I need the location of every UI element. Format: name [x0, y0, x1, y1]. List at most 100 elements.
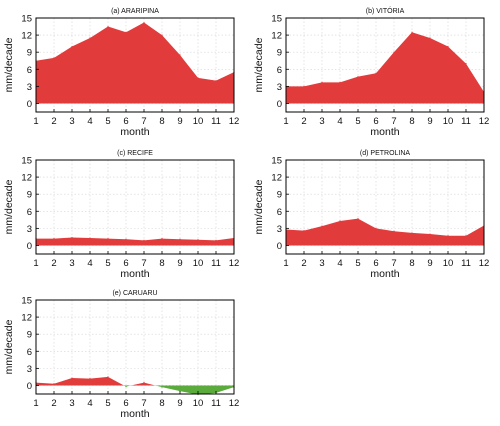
x-tick-label: 1	[33, 116, 38, 127]
y-axis-label: mm/decade	[3, 37, 15, 92]
x-tick-label: 6	[123, 116, 128, 127]
x-tick-label: 6	[373, 258, 378, 269]
y-tick-label: 3	[27, 224, 32, 235]
y-tick-label: 15	[21, 296, 32, 307]
x-tick-label: 3	[319, 258, 324, 269]
x-tick-label: 3	[69, 258, 74, 269]
data-point	[303, 230, 305, 232]
x-tick-label: 4	[337, 116, 342, 127]
data-point	[339, 81, 341, 83]
data-point	[197, 77, 199, 79]
chart-title: (b) VITÓRIA	[366, 6, 405, 15]
data-point	[215, 239, 217, 241]
x-tick-label: 11	[461, 258, 471, 269]
data-point	[321, 81, 323, 83]
y-tick-label: 3	[277, 82, 282, 93]
chart-title: (c) RECIFE	[117, 150, 153, 157]
x-tick-label: 10	[193, 116, 204, 127]
y-tick-label: 0	[277, 241, 282, 252]
data-point	[447, 45, 449, 48]
y-tick-label: 15	[21, 14, 32, 25]
data-point	[303, 85, 305, 87]
x-tick-label: 10	[443, 258, 454, 269]
y-tick-label: 0	[27, 241, 32, 252]
y-axis-label: mm/decade	[253, 37, 265, 92]
data-point	[89, 378, 91, 380]
x-axis-label: month	[370, 126, 399, 138]
area-positive	[286, 218, 484, 246]
y-tick-label: 12	[21, 173, 32, 184]
x-tick-label: 9	[177, 398, 182, 409]
x-tick-label: 12	[229, 116, 240, 127]
y-tick-label: 15	[21, 156, 32, 167]
x-tick-label: 5	[105, 398, 110, 409]
area-negative	[36, 385, 234, 395]
area-positive	[36, 237, 234, 246]
y-tick-label: 15	[271, 14, 282, 25]
x-tick-label: 11	[461, 116, 471, 127]
x-tick-label: 7	[141, 398, 146, 409]
data-point	[161, 386, 163, 388]
x-tick-label: 7	[391, 116, 396, 127]
x-axis-label: month	[120, 126, 149, 138]
area-positive	[36, 22, 234, 104]
y-tick-label: 9	[277, 190, 282, 201]
x-tick-label: 1	[283, 258, 288, 269]
data-point	[53, 57, 55, 59]
y-tick-label: 0	[27, 381, 32, 392]
data-point	[89, 237, 91, 239]
data-point	[143, 382, 145, 384]
data-point	[411, 31, 413, 33]
data-point	[393, 51, 395, 53]
x-tick-label: 5	[105, 258, 110, 269]
x-tick-label: 4	[87, 258, 92, 269]
data-point	[107, 25, 109, 28]
x-tick-label: 8	[159, 116, 164, 127]
x-tick-label: 10	[443, 116, 454, 127]
x-tick-label: 4	[337, 258, 342, 269]
data-point	[357, 218, 359, 220]
x-tick-label: 7	[141, 258, 146, 269]
x-tick-label: 1	[283, 116, 288, 127]
y-tick-label: 9	[27, 190, 32, 201]
x-axis-label: month	[370, 268, 399, 280]
data-point	[161, 238, 163, 240]
data-point	[429, 233, 431, 235]
x-tick-label: 11	[211, 258, 221, 269]
data-point	[321, 225, 323, 227]
x-axis-label: month	[120, 268, 149, 280]
y-tick-label: 0	[27, 99, 32, 110]
y-axis-label: mm/decade	[3, 179, 15, 234]
y-tick-label: 9	[27, 48, 32, 59]
x-tick-label: 9	[177, 116, 182, 127]
y-tick-label: 0	[277, 99, 282, 110]
x-tick-label: 3	[69, 116, 74, 127]
data-point	[465, 62, 467, 65]
x-tick-label: 12	[229, 398, 240, 409]
data-point	[71, 377, 73, 379]
y-tick-label: 15	[271, 156, 282, 167]
data-point	[53, 238, 55, 240]
data-point	[89, 37, 91, 39]
x-tick-label: 2	[51, 398, 56, 409]
x-tick-label: 8	[159, 258, 164, 269]
x-tick-label: 1	[33, 258, 38, 269]
data-point	[161, 34, 163, 36]
x-tick-label: 5	[355, 116, 360, 127]
plot-frame	[35, 299, 235, 395]
data-point	[143, 21, 145, 24]
x-tick-label: 11	[211, 398, 221, 409]
x-tick-label: 12	[479, 258, 490, 269]
y-tick-label: 12	[21, 313, 32, 324]
data-point	[179, 238, 181, 240]
data-point	[375, 227, 377, 229]
x-tick-label: 5	[105, 116, 110, 127]
x-tick-label: 8	[159, 398, 164, 409]
x-tick-label: 7	[141, 116, 146, 127]
plot-frame	[285, 17, 485, 113]
x-tick-label: 2	[301, 116, 306, 127]
x-tick-label: 12	[229, 258, 240, 269]
y-tick-label: 3	[27, 364, 32, 375]
